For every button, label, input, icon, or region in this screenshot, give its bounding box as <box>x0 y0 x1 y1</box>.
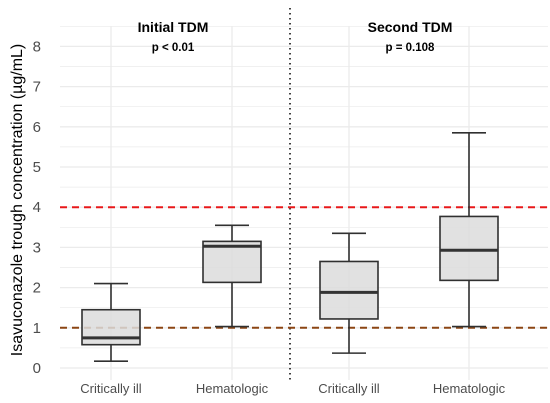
panel-title: Second TDM <box>368 19 453 35</box>
reference-lines <box>60 206 548 329</box>
y-tick-label: 7 <box>33 79 41 96</box>
x-category-label: Hematologic <box>196 381 269 396</box>
boxes-layer <box>81 132 499 362</box>
y-tick-label: 0 <box>33 360 41 377</box>
y-tick-label: 5 <box>33 159 41 176</box>
x-category-label: Critically ill <box>318 381 380 396</box>
panel-p-value: p = 0.108 <box>386 42 436 54</box>
labels-layer: 0 1 2 3 4 5 6 7 8 Initial TDM p < 0.01 Critically i… <box>33 19 506 396</box>
y-axis-title: Isavuconazole trough concentration (µg/m… <box>9 44 26 357</box>
y-tick-label: 4 <box>33 199 41 216</box>
iqr-box <box>319 260 379 320</box>
y-tick-label: 6 <box>33 119 41 136</box>
y-tick-label: 1 <box>33 320 41 337</box>
panel-p-value: p < 0.01 <box>152 42 195 54</box>
iqr-box <box>81 308 141 346</box>
iqr-box <box>202 240 262 284</box>
x-category-label: Critically ill <box>80 381 142 396</box>
panel-title: Initial TDM <box>138 19 209 35</box>
y-tick-label: 8 <box>33 38 41 55</box>
y-tick-label: 2 <box>33 280 41 297</box>
x-category-label: Hematologic <box>433 381 506 396</box>
iqr-box <box>439 215 499 282</box>
y-tick-label: 3 <box>33 239 41 256</box>
